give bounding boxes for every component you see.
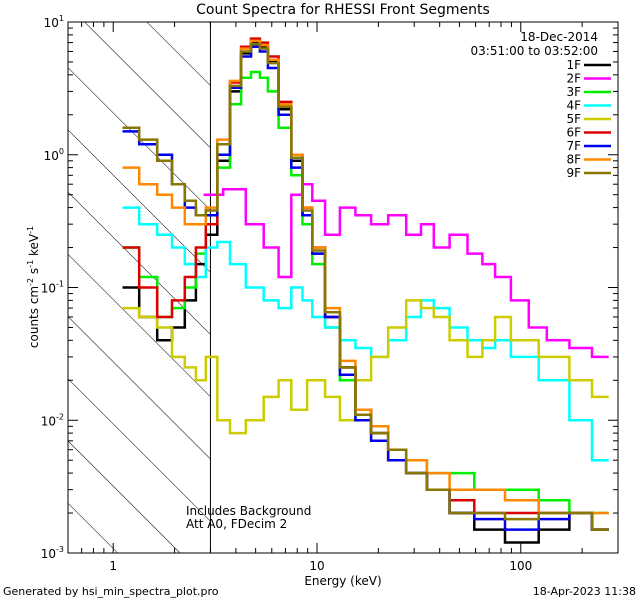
legend-label-9F: 9F — [566, 166, 581, 180]
legend-label-4F: 4F — [566, 99, 581, 113]
y-axis-label: counts cm-2 s-1 keV-1 — [26, 226, 41, 348]
x-axis-label: Energy (keV) — [304, 574, 381, 588]
y-tick-label: 10-3 — [41, 545, 64, 561]
x-tick-label: 100 — [509, 559, 532, 573]
legend-label-1F: 1F — [566, 58, 581, 72]
legend-label-7F: 7F — [566, 139, 581, 153]
y-tick-label: 100 — [44, 147, 64, 163]
legend-label-6F: 6F — [566, 126, 581, 140]
spectra-series-layer — [122, 37, 609, 544]
y-tick-label: 10-2 — [41, 412, 64, 428]
x-tick-label: 1 — [109, 559, 117, 573]
annotation-background: Includes Background — [186, 504, 311, 518]
y-tick-label: 101 — [44, 14, 64, 30]
annotation-attenuator: Att A0, FDecim 2 — [186, 517, 287, 531]
footer-timestamp: 18-Apr-2023 11:38 — [533, 585, 636, 598]
y-tick-label: 10-1 — [41, 280, 64, 296]
observation-date: 18-Dec-2014 — [520, 30, 598, 44]
series-line-9F — [122, 42, 609, 531]
series-line-8F — [122, 39, 609, 515]
series-line-4F — [122, 206, 609, 462]
footer-generated-by: Generated by hsi_min_spectra_plot.pro — [3, 585, 219, 598]
axis-ticks: 1 10 100 10-3 10-2 10-1 100 101 — [41, 14, 619, 573]
series-line-5F — [122, 299, 609, 435]
series-line-2F — [203, 182, 609, 359]
legend-label-2F: 2F — [566, 72, 581, 86]
legend-label-8F: 8F — [566, 153, 581, 167]
chart-title: Count Spectra for RHESSI Front Segments — [196, 2, 490, 18]
legend-label-5F: 5F — [566, 112, 581, 126]
legend-label-3F: 3F — [566, 85, 581, 99]
time-range: 03:51:00 to 03:52:00 — [471, 44, 598, 58]
x-tick-label: 10 — [309, 559, 324, 573]
